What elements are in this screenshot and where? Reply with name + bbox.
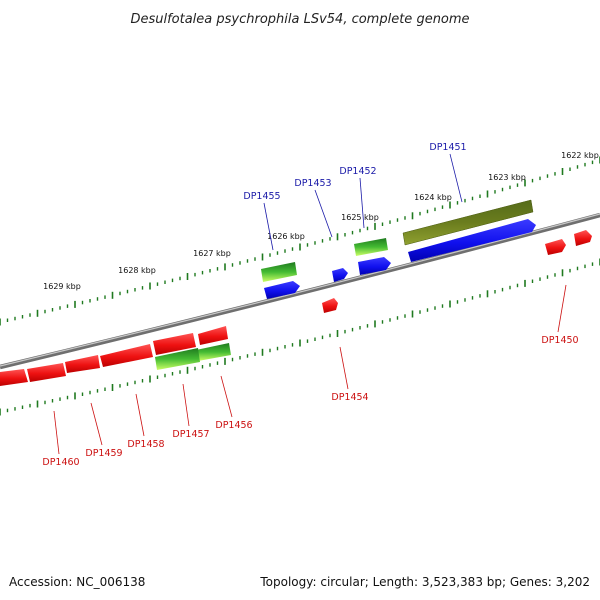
gene-dp1458[interactable] <box>100 344 153 367</box>
feature-dp1455-misc[interactable] <box>261 262 297 282</box>
genome-backbone <box>0 212 600 370</box>
gene-dp1456[interactable] <box>198 326 228 345</box>
reverse-gene-labels: DP1450 DP1454 DP1456 DP1457 DP1458 DP1459 DP14… <box>42 284 579 468</box>
genome-summary-text: Topology: circular; Length: 3,523,383 bp… <box>259 575 590 589</box>
kbp-labels: 1622 kbp 1623 kbp 1624 kbp 1625 kbp 1626 kbp… <box>43 151 599 291</box>
kbp-label: 1625 kbp <box>341 213 379 222</box>
feature-dp1451-misc[interactable] <box>402 199 534 246</box>
gene-dp1459[interactable] <box>65 355 100 373</box>
label-leader-line <box>90 402 103 446</box>
kbp-label: 1626 kbp <box>267 232 305 241</box>
feature-dp1456-misc[interactable] <box>196 343 231 361</box>
label-leader-line <box>135 393 145 437</box>
gene-label-dp1457[interactable]: DP1457 <box>172 429 209 440</box>
gene-label-dp1451[interactable]: DP1451 <box>429 142 466 153</box>
gene-dp1450[interactable] <box>545 239 566 255</box>
label-leader-line <box>182 383 190 427</box>
label-leader-line <box>359 177 365 229</box>
label-leader-line <box>220 375 233 418</box>
kbp-label: 1623 kbp <box>488 173 526 182</box>
forward-features <box>261 199 536 299</box>
kbp-label: 1629 kbp <box>43 282 81 291</box>
map-title: Desulfotalea psychrophila LSv54, complet… <box>130 12 469 27</box>
kbp-label: 1627 kbp <box>193 249 231 258</box>
label-leader-line <box>339 346 349 390</box>
feature-dp1452-misc[interactable] <box>354 238 388 256</box>
gene-dp1460[interactable] <box>27 363 66 382</box>
gene-label-dp1454[interactable]: DP1454 <box>331 392 368 403</box>
label-leader-line <box>53 410 60 455</box>
kbp-label: 1622 kbp <box>561 151 599 160</box>
genome-backbone-highlight <box>0 213 600 367</box>
gene-dp1452[interactable] <box>358 257 391 275</box>
gene-label-dp1460[interactable]: DP1460 <box>42 457 79 468</box>
forward-tick-row <box>0 156 600 326</box>
gene-dp1454[interactable] <box>322 298 338 313</box>
gene-label-dp1456[interactable]: DP1456 <box>215 420 252 431</box>
gene-label-dp1455[interactable]: DP1455 <box>243 191 280 202</box>
gene-label-dp1459[interactable]: DP1459 <box>85 448 122 459</box>
gene-dp1457[interactable] <box>153 333 196 355</box>
gene-dp1451[interactable] <box>408 219 536 262</box>
label-leader-line <box>557 284 567 333</box>
label-leader-line <box>449 153 463 203</box>
accession-text: Accession: NC_006138 <box>9 575 145 589</box>
gene-dp1450-a[interactable] <box>574 230 592 246</box>
gene-label-dp1453[interactable]: DP1453 <box>294 178 331 189</box>
gene-label-dp1452[interactable]: DP1452 <box>339 166 376 177</box>
label-leader-line <box>263 202 274 251</box>
forward-gene-labels: DP1451 DP1452 DP1453 DP1455 <box>243 142 467 251</box>
kbp-label: 1628 kbp <box>118 266 156 275</box>
gene-dp1455[interactable] <box>264 281 300 299</box>
kbp-label: 1624 kbp <box>414 193 452 202</box>
reverse-tick-row <box>0 258 600 416</box>
gene-dp1453[interactable] <box>332 268 348 282</box>
gene-label-dp1450[interactable]: DP1450 <box>541 335 578 346</box>
gene-dp1461-partial[interactable] <box>0 369 28 386</box>
gene-label-dp1458[interactable]: DP1458 <box>127 439 164 450</box>
label-leader-line <box>314 189 333 238</box>
feature-dp1457-misc[interactable] <box>155 348 200 370</box>
reverse-features <box>0 230 592 386</box>
